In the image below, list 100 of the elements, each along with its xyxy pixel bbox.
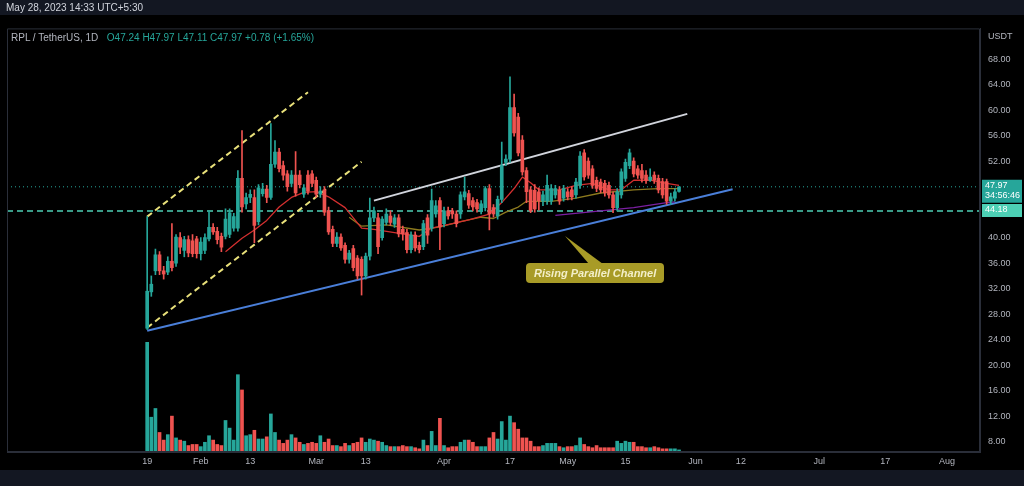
bar [631, 441, 636, 451]
annotation: Rising Parallel Channel [526, 263, 665, 283]
x-tick-label: May [559, 455, 577, 466]
bar [598, 447, 603, 451]
bar [640, 446, 644, 451]
bar [351, 443, 356, 451]
y-tick-label: 24.00 [988, 334, 1011, 345]
bar [565, 446, 570, 451]
bar [215, 444, 220, 451]
y-tick-label: 36.00 [988, 257, 1011, 268]
bar [466, 439, 471, 451]
bar [644, 447, 648, 451]
x-tick-label: 19 [142, 455, 153, 466]
x-tick-label: Aug [939, 455, 956, 466]
bar [405, 446, 409, 451]
y-tick-label: 28.00 [988, 308, 1011, 319]
bar [619, 443, 624, 451]
text: May 28, 2023 14:33 UTC+5:30 [6, 2, 144, 13]
bar [269, 413, 273, 451]
bar [182, 440, 187, 451]
bar [586, 446, 591, 451]
bar [668, 448, 673, 451]
y-tick-label: 8.00 [988, 436, 1006, 447]
chart-title: RPL / TetherUS, 1D [11, 32, 99, 44]
bar [207, 435, 211, 451]
bar [417, 448, 422, 451]
x-tick-label: 15 [620, 455, 631, 466]
x-tick-label: 13 [245, 455, 256, 466]
bar [656, 447, 661, 451]
bar [165, 434, 170, 451]
bar [664, 448, 669, 451]
bar [648, 447, 652, 451]
bar [248, 434, 253, 451]
bar [483, 446, 488, 451]
bar [174, 437, 178, 451]
y-tick-label: 12.00 [988, 410, 1011, 421]
bar [343, 443, 347, 451]
y-tick-label: 40.00 [988, 232, 1011, 243]
x-tick-label: Jul [813, 455, 825, 466]
bar [537, 446, 541, 451]
chart-subtitle: O47.24 H47.97 L47.11 C47.97 +0.78 (+1.65%) [106, 32, 314, 44]
x-tick-label: 17 [880, 455, 891, 466]
bar [277, 439, 281, 451]
bar [339, 446, 343, 451]
bar [314, 443, 319, 451]
bar [499, 421, 504, 451]
bar [611, 447, 615, 451]
bar [376, 440, 380, 451]
bar [380, 441, 385, 451]
x-tick-label: Mar [308, 455, 324, 466]
y-tick-label: 32.00 [988, 283, 1011, 294]
bar [479, 446, 483, 451]
bar [635, 446, 640, 451]
bar [549, 443, 554, 451]
x-tick-label: Feb [193, 455, 209, 466]
bar [281, 443, 286, 451]
bar [409, 446, 413, 451]
x-tick-label: 12 [735, 455, 746, 466]
bar [541, 445, 545, 451]
bar [244, 435, 248, 451]
bar [363, 441, 368, 451]
bar [508, 415, 512, 451]
bar [413, 447, 417, 451]
bar [471, 441, 475, 451]
bar [438, 417, 442, 451]
bar [545, 443, 549, 451]
bar [306, 443, 310, 451]
bar [607, 447, 611, 451]
bar [578, 437, 582, 451]
bar [590, 447, 595, 451]
ref-line-label: 44.18 [985, 204, 1008, 215]
bar [170, 415, 174, 451]
bar [372, 439, 376, 451]
y-axis-title: USDT [988, 30, 1013, 41]
bar [512, 422, 516, 451]
y-tick-label: 56.00 [988, 130, 1011, 141]
y-tick-label: 20.00 [988, 359, 1011, 370]
bar [240, 389, 244, 451]
bar [297, 441, 302, 451]
y-tick-label: 16.00 [988, 385, 1011, 396]
bar [335, 445, 339, 451]
x-tick-label: 17 [504, 455, 515, 466]
x-tick-label: Apr [437, 455, 452, 466]
bar [442, 445, 446, 451]
y-tick-label: 52.00 [988, 155, 1011, 166]
bar [211, 439, 215, 451]
bar [602, 447, 607, 451]
bar [652, 446, 657, 451]
bar [660, 448, 665, 451]
bar [236, 374, 240, 451]
y-tick-label: 68.00 [988, 53, 1011, 64]
bar [145, 342, 150, 451]
bar [561, 447, 566, 451]
bar [475, 446, 479, 451]
bar [673, 448, 677, 451]
bar [384, 445, 389, 451]
bar [198, 446, 203, 451]
bar [570, 446, 574, 451]
bar [396, 446, 401, 451]
bar [446, 447, 450, 451]
